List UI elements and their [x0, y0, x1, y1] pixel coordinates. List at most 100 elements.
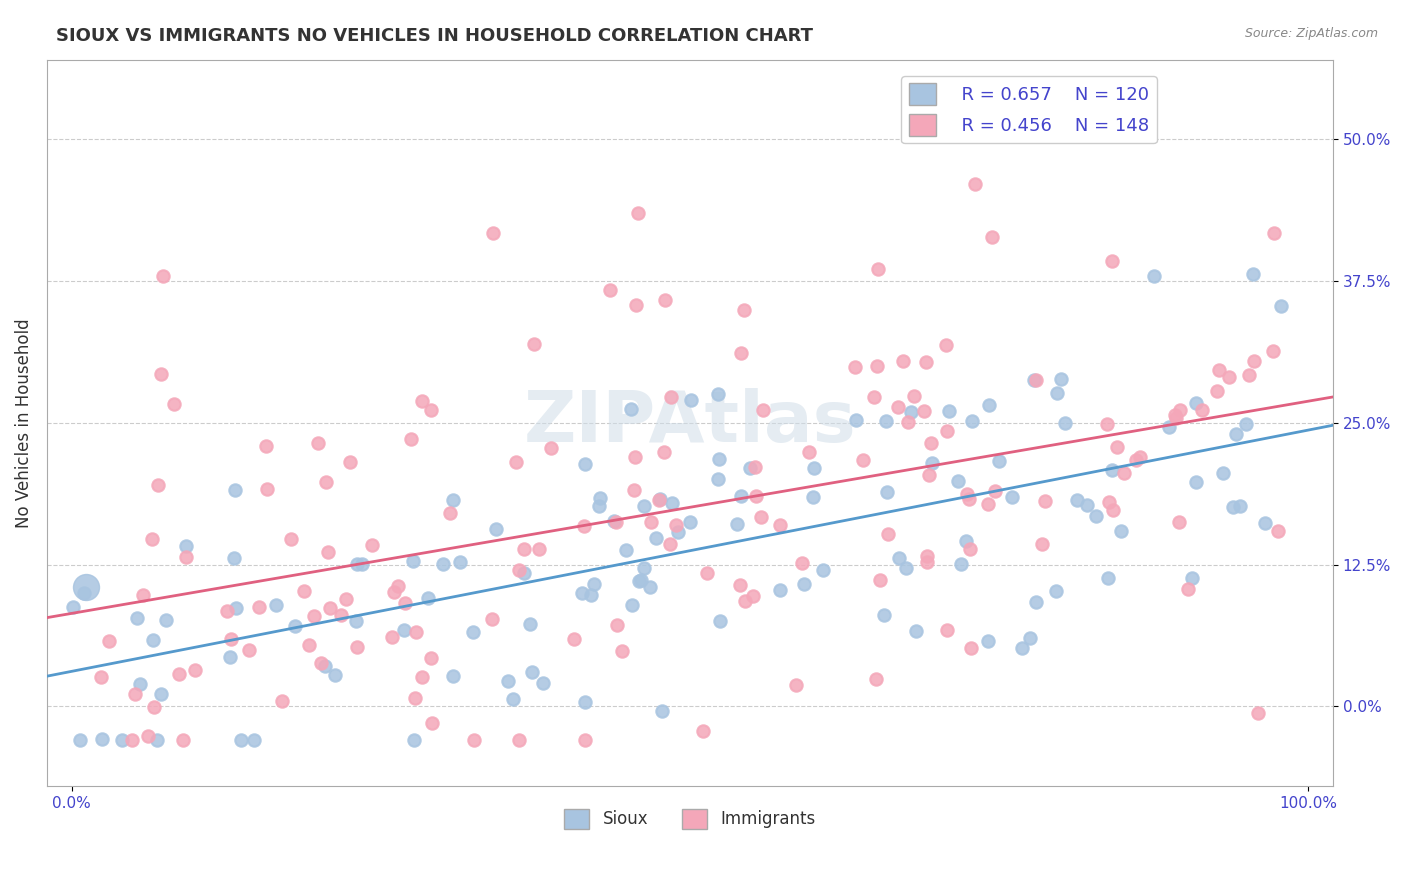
Point: [588, 499, 610, 513]
Point: [769, 583, 792, 598]
Point: [668, 524, 690, 539]
Point: [803, 460, 825, 475]
Point: [1164, 408, 1187, 422]
Point: [319, 600, 342, 615]
Point: [959, 641, 981, 656]
Point: [706, 472, 728, 486]
Point: [387, 579, 409, 593]
Point: [626, 298, 648, 312]
Point: [219, 650, 242, 665]
Point: [520, 665, 543, 679]
Point: [733, 302, 755, 317]
Point: [229, 733, 252, 747]
Point: [811, 563, 834, 577]
Point: [309, 657, 332, 671]
Point: [661, 496, 683, 510]
Point: [136, 730, 159, 744]
Legend: Sioux, Immigrants: Sioux, Immigrants: [558, 802, 823, 836]
Point: [605, 515, 627, 529]
Point: [845, 413, 868, 427]
Point: [121, 733, 143, 747]
Point: [149, 687, 172, 701]
Point: [242, 733, 264, 747]
Point: [75, 580, 97, 594]
Point: [129, 677, 152, 691]
Point: [1261, 344, 1284, 359]
Point: [875, 414, 897, 428]
Point: [1143, 269, 1166, 284]
Point: [314, 659, 336, 673]
Point: [1125, 452, 1147, 467]
Point: [1263, 227, 1285, 241]
Point: [582, 576, 605, 591]
Point: [519, 617, 541, 632]
Point: [1025, 594, 1047, 608]
Point: [481, 612, 503, 626]
Point: [630, 573, 652, 587]
Point: [280, 532, 302, 546]
Point: [382, 585, 405, 599]
Point: [1018, 631, 1040, 645]
Point: [169, 666, 191, 681]
Point: [904, 624, 927, 638]
Point: [1229, 499, 1251, 513]
Point: [960, 414, 983, 428]
Point: [411, 670, 433, 684]
Point: [238, 643, 260, 657]
Point: [225, 601, 247, 615]
Point: [330, 608, 353, 623]
Point: [1112, 466, 1135, 480]
Point: [620, 598, 643, 612]
Point: [988, 453, 1011, 467]
Point: [422, 715, 444, 730]
Point: [852, 453, 875, 467]
Point: [744, 460, 766, 475]
Point: [1234, 417, 1257, 431]
Point: [344, 615, 367, 629]
Point: [661, 390, 683, 404]
Point: [936, 425, 959, 439]
Point: [1098, 495, 1121, 509]
Point: [792, 557, 814, 571]
Point: [1168, 402, 1191, 417]
Point: [648, 493, 671, 508]
Point: [1109, 524, 1132, 538]
Point: [562, 632, 585, 646]
Point: [1054, 416, 1077, 430]
Point: [111, 733, 134, 747]
Point: [935, 623, 957, 637]
Point: [730, 489, 752, 503]
Point: [485, 522, 508, 536]
Point: [950, 557, 973, 571]
Point: [1001, 490, 1024, 504]
Point: [799, 444, 821, 458]
Point: [1129, 450, 1152, 464]
Point: [696, 566, 718, 581]
Point: [638, 580, 661, 594]
Point: [915, 354, 938, 368]
Point: [91, 731, 114, 746]
Point: [304, 608, 326, 623]
Point: [439, 507, 461, 521]
Point: [651, 704, 673, 718]
Point: [1254, 516, 1277, 531]
Point: [1206, 384, 1229, 399]
Point: [254, 439, 277, 453]
Point: [1022, 373, 1045, 387]
Point: [900, 405, 922, 419]
Point: [141, 532, 163, 546]
Point: [1097, 571, 1119, 585]
Point: [62, 599, 84, 614]
Point: [443, 492, 465, 507]
Point: [420, 403, 443, 417]
Text: ZIPAtlas: ZIPAtlas: [523, 388, 856, 458]
Point: [658, 536, 681, 550]
Point: [405, 625, 427, 640]
Point: [648, 491, 671, 506]
Point: [1185, 475, 1208, 490]
Point: [1101, 503, 1123, 517]
Point: [381, 630, 404, 644]
Point: [402, 554, 425, 568]
Point: [222, 550, 245, 565]
Point: [623, 483, 645, 497]
